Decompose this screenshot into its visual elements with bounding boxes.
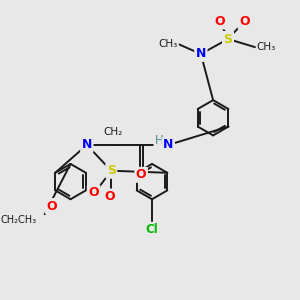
Text: N: N — [82, 138, 92, 152]
Text: O: O — [239, 15, 250, 28]
Text: N: N — [196, 47, 206, 61]
Text: Cl: Cl — [146, 223, 158, 236]
Text: CH₃: CH₃ — [159, 40, 178, 50]
Text: CH₂: CH₂ — [103, 127, 122, 137]
Text: O: O — [46, 200, 57, 212]
Text: S: S — [224, 32, 232, 46]
Text: O: O — [105, 190, 115, 203]
Text: O: O — [136, 168, 146, 181]
Text: O: O — [214, 15, 225, 28]
Text: H: H — [154, 134, 163, 147]
Text: O: O — [88, 186, 99, 199]
Text: N: N — [163, 138, 173, 152]
Text: CH₂CH₃: CH₂CH₃ — [1, 214, 37, 225]
Text: CH₃: CH₃ — [256, 42, 276, 52]
Text: S: S — [107, 164, 116, 177]
